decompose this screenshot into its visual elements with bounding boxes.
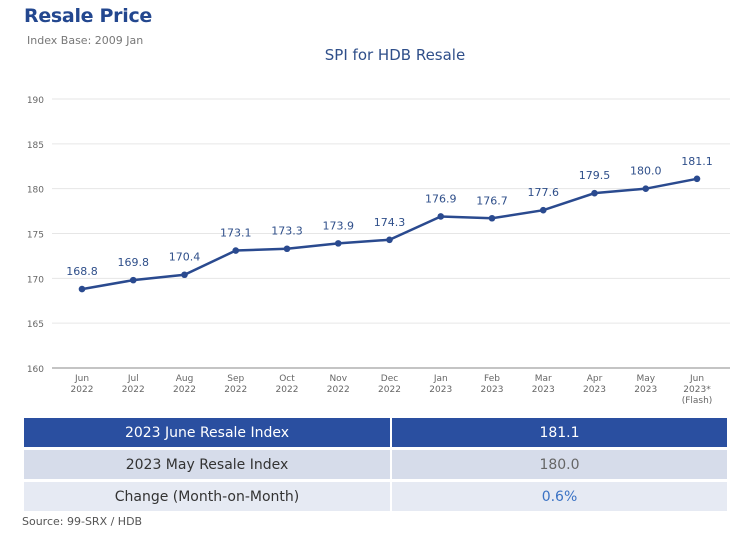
row-value: 181.1 (392, 418, 727, 447)
x-tick-label: Nov (329, 374, 347, 384)
data-point (78, 285, 86, 293)
data-label: 173.3 (271, 225, 303, 238)
y-tick-label: 160 (27, 365, 44, 375)
data-label: 179.5 (579, 169, 611, 182)
data-label: 176.9 (425, 192, 457, 205)
data-label: 169.8 (118, 256, 150, 269)
x-tick-label: May (636, 374, 655, 384)
table-row: 2023 June Resale Index 181.1 (24, 418, 727, 447)
data-label: 174.3 (374, 216, 406, 229)
x-tick-label: Dec (381, 374, 398, 384)
x-tick-label: Jan (433, 374, 448, 384)
data-label: 177.6 (528, 186, 560, 199)
data-point (232, 247, 240, 254)
x-tick-label: 2023 (532, 385, 555, 395)
y-tick-label: 180 (27, 186, 44, 196)
y-tick-label: 185 (27, 141, 44, 151)
row-label: 2023 May Resale Index (24, 450, 392, 479)
x-tick-label: 2022 (122, 385, 145, 395)
x-tick-label: 2022 (276, 385, 299, 395)
data-label: 168.8 (66, 265, 98, 278)
data-point (642, 185, 650, 192)
x-tick-label: Mar (535, 374, 552, 384)
row-value: 0.6% (392, 482, 727, 511)
x-tick-label: Aug (176, 374, 194, 384)
x-tick-label: 2023* (683, 385, 711, 395)
x-tick-label: 2023 (429, 385, 452, 395)
x-tick-label: 2022 (378, 385, 401, 395)
x-tick-label: Apr (587, 374, 603, 384)
data-label: 176.7 (476, 194, 508, 207)
table-row: 2023 May Resale Index 180.0 (24, 450, 727, 479)
data-point (334, 240, 342, 247)
x-tick-label: (Flash) (682, 396, 713, 406)
row-label: 2023 June Resale Index (24, 418, 392, 447)
x-tick-label: 2023 (634, 385, 657, 395)
x-tick-label: 2022 (173, 385, 196, 395)
data-point (386, 236, 393, 244)
data-point (181, 271, 188, 279)
x-tick-label: 2023 (583, 385, 606, 395)
summary-table: 2023 June Resale Index 181.1 2023 May Res… (24, 415, 727, 514)
data-point (129, 276, 137, 284)
x-tick-label: Feb (484, 374, 500, 384)
line-chart: 160165170175180185190Jun2022Jul2022Aug20… (27, 96, 730, 406)
row-value: 180.0 (392, 450, 727, 479)
x-tick-label: 2022 (327, 385, 350, 395)
chart-title: SPI for HDB Resale (324, 46, 466, 64)
x-tick-label: Oct (279, 374, 295, 384)
x-tick-label: Jun (74, 374, 89, 384)
y-tick-label: 175 (27, 231, 44, 241)
index-base-subtitle: Index Base: 2009 Jan (27, 34, 144, 47)
data-point (591, 189, 598, 197)
data-label: 173.1 (220, 227, 252, 240)
page-title: Resale Price (24, 5, 153, 27)
y-tick-label: 170 (27, 275, 44, 285)
y-tick-label: 165 (27, 320, 44, 330)
data-label: 181.1 (681, 155, 713, 168)
table-row: Change (Month-on-Month) 0.6% (24, 482, 727, 511)
data-point (693, 175, 701, 183)
data-point (488, 214, 496, 222)
data-label: 180.0 (630, 165, 662, 178)
x-tick-label: Sep (227, 374, 244, 384)
data-point (437, 213, 445, 220)
x-tick-label: Jul (127, 374, 139, 384)
source-note: Source: 99-SRX / HDB (22, 515, 143, 528)
data-label: 173.9 (323, 219, 355, 232)
x-tick-label: Jun (689, 374, 704, 384)
x-tick-label: 2022 (71, 385, 94, 395)
data-point (539, 206, 547, 214)
data-point (283, 245, 291, 253)
x-tick-label: 2023 (481, 385, 504, 395)
data-label: 170.4 (169, 251, 201, 264)
x-tick-label: 2022 (224, 385, 247, 395)
row-label: Change (Month-on-Month) (24, 482, 392, 511)
y-tick-label: 190 (27, 96, 44, 106)
